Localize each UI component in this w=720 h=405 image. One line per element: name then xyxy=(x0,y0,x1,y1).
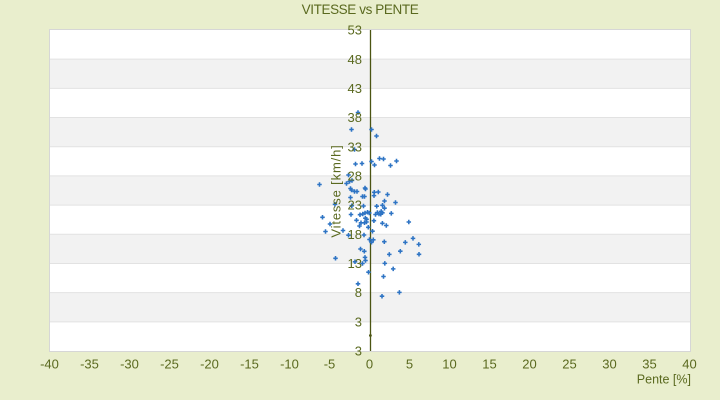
svg-text:Vitesse [km/h]: Vitesse [km/h] xyxy=(329,144,344,237)
svg-text:-20: -20 xyxy=(200,357,219,372)
svg-text:-35: -35 xyxy=(80,357,99,372)
svg-text:13: 13 xyxy=(348,256,362,271)
svg-text:53: 53 xyxy=(348,23,362,38)
svg-text:VITESSE vs PENTE: VITESSE vs PENTE xyxy=(302,2,419,17)
svg-text:30: 30 xyxy=(602,357,616,372)
svg-text:18: 18 xyxy=(348,227,362,242)
svg-text:-10: -10 xyxy=(280,357,299,372)
svg-text:-25: -25 xyxy=(160,357,179,372)
svg-text:5: 5 xyxy=(406,357,413,372)
svg-text:15: 15 xyxy=(482,357,496,372)
svg-text:43: 43 xyxy=(348,81,362,96)
svg-text:10: 10 xyxy=(442,357,456,372)
svg-text:38: 38 xyxy=(348,110,362,125)
svg-text:48: 48 xyxy=(348,52,362,67)
svg-text:8: 8 xyxy=(355,285,362,300)
svg-text:23: 23 xyxy=(348,198,362,213)
svg-text:-15: -15 xyxy=(240,357,259,372)
svg-text:Pente [%]: Pente [%] xyxy=(637,373,691,387)
svg-text:28: 28 xyxy=(348,169,362,184)
svg-text:25: 25 xyxy=(562,357,576,372)
svg-text:20: 20 xyxy=(522,357,536,372)
svg-text:-5: -5 xyxy=(324,357,336,372)
svg-text:-30: -30 xyxy=(120,357,139,372)
svg-text:3: 3 xyxy=(355,314,362,329)
svg-text:3: 3 xyxy=(355,344,362,359)
svg-text:-40: -40 xyxy=(40,357,59,372)
svg-text:35: 35 xyxy=(642,357,656,372)
svg-text:33: 33 xyxy=(348,139,362,154)
svg-text:40: 40 xyxy=(682,357,696,372)
svg-text:0: 0 xyxy=(366,357,373,372)
